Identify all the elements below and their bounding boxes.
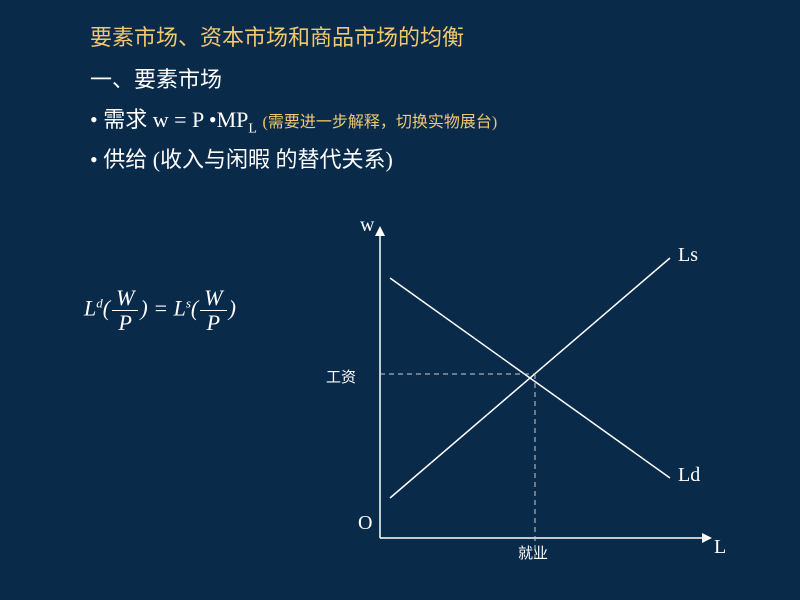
eq-close2: ) xyxy=(229,296,236,321)
eq-frac1-num: W xyxy=(112,286,138,311)
ld-curve-label: Ld xyxy=(678,464,700,487)
eq-frac1: WP xyxy=(112,286,138,335)
eq-L-left: L xyxy=(84,296,96,321)
eq-frac1-den: P xyxy=(112,311,138,335)
y-axis-label: w xyxy=(360,214,374,237)
eq-frac2-num: W xyxy=(200,286,226,311)
eq-equals: = xyxy=(148,296,174,321)
eq-frac2-den: P xyxy=(200,311,226,335)
x-axis-label: L xyxy=(714,536,726,559)
bullet-demand: • 需求 w = P •MPL (需要进一步解释，切换实物展台) xyxy=(90,102,497,137)
bullet-supply: • 供给 (收入与闲暇 的替代关系) xyxy=(90,142,393,174)
bullet-demand-note: (需要进一步解释，切换实物展台) xyxy=(262,114,497,131)
eq-open2: ( xyxy=(191,296,198,321)
labor-market-chart: w L O Ls Ld 工资 就业 xyxy=(360,218,730,568)
slide-title: 要素市场、资本市场和商品市场的均衡 xyxy=(90,20,464,52)
eq-L-right: L xyxy=(174,296,186,321)
eq-close1: ) xyxy=(140,296,147,321)
bullet-demand-sub: L xyxy=(248,121,257,136)
section-heading: 一、要素市场 xyxy=(90,62,222,94)
wage-label: 工资 xyxy=(326,366,356,387)
ls-curve-label: Ls xyxy=(678,244,698,267)
bullet-demand-text: • 需求 w = P •MP xyxy=(90,107,248,132)
eq-open1: ( xyxy=(103,296,110,321)
employment-label: 就业 xyxy=(518,542,548,563)
chart-svg xyxy=(360,218,730,568)
origin-label: O xyxy=(358,512,372,535)
eq-frac2: WP xyxy=(200,286,226,335)
equilibrium-equation: Ld(WP) = Ls(WP) xyxy=(84,286,236,335)
